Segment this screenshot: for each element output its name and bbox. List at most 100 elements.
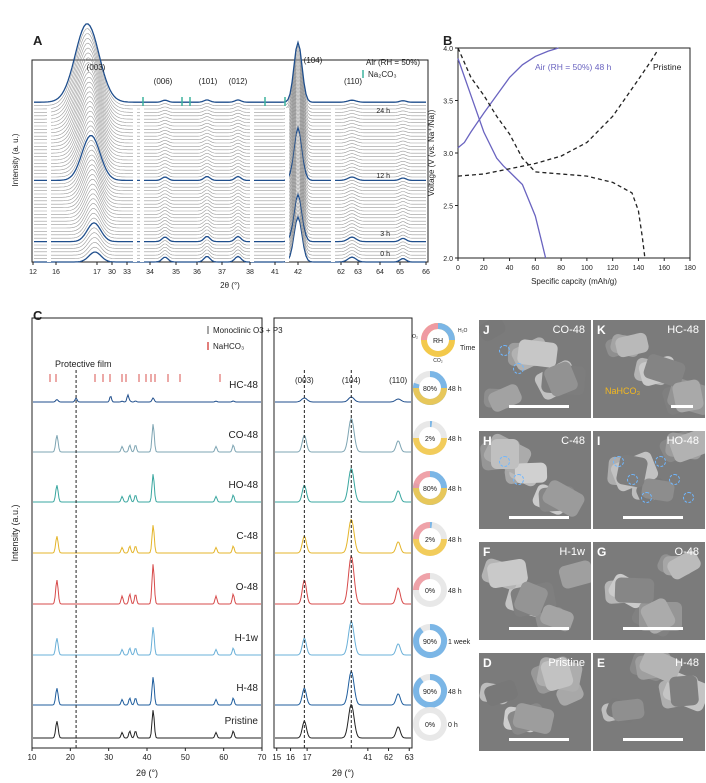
panel-a-time-label: 0 h: [380, 251, 390, 258]
sem-panel-label: HO-48: [666, 435, 699, 447]
panel-c-rh-value: 0%: [425, 722, 435, 729]
panel-a-xtick-label: 36: [193, 269, 201, 276]
sem-panel-letter: I: [597, 434, 601, 448]
sem-scale-bar: [509, 627, 569, 630]
panel-c-legend-h2o-arc: [437, 323, 455, 341]
panel-c-left-pattern: [33, 474, 261, 503]
panel-a-trace-group: [34, 23, 426, 263]
panel-a-letter: A: [33, 33, 43, 48]
panel-a-xtick-label: 12: [29, 269, 37, 276]
panel-b-label-air: Air (RH = 50%) 48 h: [535, 62, 612, 72]
panel-a-trace: [34, 100, 426, 157]
panel-a-trace: [34, 138, 426, 191]
sem-panel-letter: F: [483, 545, 491, 559]
panel-a-trace: [34, 108, 426, 164]
sem-nahco3-annotation: NaHCO₃: [605, 386, 641, 396]
panel-c-right-peak-label: (003): [295, 376, 314, 385]
sem-grain: [540, 478, 587, 519]
sem-panel-label: O-48: [674, 546, 699, 558]
panel-a-trace: [34, 123, 426, 178]
panel-a-xtick-label: 16: [52, 269, 60, 276]
panel-c-rh-value: 80%: [423, 486, 437, 493]
panel-c-right-xtick-label: 41: [363, 753, 372, 762]
panel-b-label-pristine: Pristine: [653, 62, 682, 72]
panel-a-xtick-label: 64: [376, 269, 384, 276]
panel-c-xrd-stack: HC-48 80% 48 h CO-48 2% 48 h HO-48 80% 48 h C-48 2…: [10, 317, 475, 778]
sem-panel-e: E H-48: [593, 653, 705, 751]
panel-c-sample-label: CO-48: [229, 430, 259, 441]
panel-a-xtick-label: 33: [123, 269, 131, 276]
panel-c-rh-donut: [413, 707, 447, 741]
sem-highlight-circle: [513, 363, 524, 374]
sem-highlight-circle: [499, 345, 510, 356]
panel-c-time-value: 1 week: [448, 639, 471, 646]
panel-c-left-xtick-label: 60: [219, 753, 228, 762]
panel-c-left-pattern: [33, 564, 261, 605]
panel-c-sample-label: HC-48: [229, 380, 258, 391]
panel-b-ytick-label: 3.0: [443, 151, 453, 158]
panel-c-right-pattern: [275, 620, 411, 656]
panel-a-time-label: 24 h: [376, 108, 390, 115]
panel-c-right-pattern: [275, 670, 411, 706]
sem-highlight-circle: [613, 456, 624, 467]
panel-a-trace: [34, 215, 426, 263]
panel-a-axis-break: [133, 108, 137, 262]
panel-c-right-xtick-label: 17: [303, 753, 312, 762]
panel-a-trace: [34, 47, 426, 120]
panel-a-ylabel: Intensity (a. u.): [11, 133, 20, 186]
panel-c-right-pattern: [275, 703, 411, 739]
panel-c-left-xtick-label: 20: [66, 753, 75, 762]
panel-b-voltage-chart: 2.0 2.5 3.0 3.5 4.0 0 20 40 60 80 100 120 140 160 180 A…: [427, 46, 696, 286]
sem-grain: [610, 698, 646, 722]
sem-highlight-circle: [683, 492, 694, 503]
panel-a-trace: [34, 52, 426, 123]
panel-b-ytick-label: 2.5: [443, 204, 453, 211]
panel-c-rh-value: 2%: [425, 436, 435, 443]
panel-c-left-xtick-label: 50: [181, 753, 190, 762]
panel-a-trace: [34, 67, 426, 134]
sem-panel-letter: K: [597, 323, 606, 337]
panel-a-trace: [34, 201, 426, 249]
panel-a-trace: [34, 119, 426, 174]
panel-c-time-value: 48 h: [448, 588, 462, 595]
panel-c-o2-arc: [413, 471, 431, 489]
sem-panel-k: K HC-48 NaHCO₃: [593, 320, 705, 418]
sem-panel-label: H-1w: [559, 546, 585, 558]
sem-grain: [516, 338, 559, 369]
panel-c-left-xtick-label: 40: [143, 753, 152, 762]
panel-c-right-xtick-label: 62: [384, 753, 393, 762]
panel-a-trace: [34, 212, 426, 259]
sem-highlight-circle: [513, 474, 524, 485]
panel-b-series-line: [457, 49, 659, 177]
panel-c-legend-mono: Monoclinic O3 + P3: [213, 326, 283, 335]
panel-b-xtick-label: 20: [480, 265, 488, 272]
panel-b-xtick-label: 60: [531, 265, 539, 272]
sem-grain: [668, 674, 700, 708]
panel-c-left-xtick-label: 70: [258, 753, 267, 762]
panel-a-trace: [34, 104, 426, 161]
panel-b-frame: [457, 47, 691, 259]
panel-a-trace: [34, 164, 426, 215]
sem-panel-letter: H: [483, 434, 492, 448]
panel-a-trace: [34, 152, 426, 205]
sem-grain: [614, 577, 655, 604]
panel-a-trace: [34, 125, 426, 182]
panel-c-left-pattern: [33, 627, 261, 656]
panel-a-trace: [34, 33, 426, 110]
panel-a-xtick-label: 42: [294, 269, 302, 276]
sem-panel-label: C-48: [561, 435, 585, 447]
panel-c-right-pattern: [275, 417, 411, 453]
panel-a-xtick-label: 35: [172, 269, 180, 276]
panel-a-xtick-label: 63: [354, 269, 362, 276]
panel-c-right-xtick-label: 63: [405, 753, 414, 762]
panel-c-left-frame: [31, 317, 263, 749]
sem-highlight-circle: [627, 474, 638, 485]
panel-c-co2-arc: [413, 487, 447, 505]
panel-c-legend-h2o: H₂O: [458, 328, 468, 334]
panel-c-xlabel-left: 2θ (°): [136, 768, 158, 778]
sem-grain: [671, 378, 705, 414]
panel-a-peak-label: (104): [304, 56, 323, 65]
panel-a-trace: [34, 134, 426, 188]
panel-a-trace: [34, 91, 426, 151]
panel-a-xtick-label: 17: [93, 269, 101, 276]
